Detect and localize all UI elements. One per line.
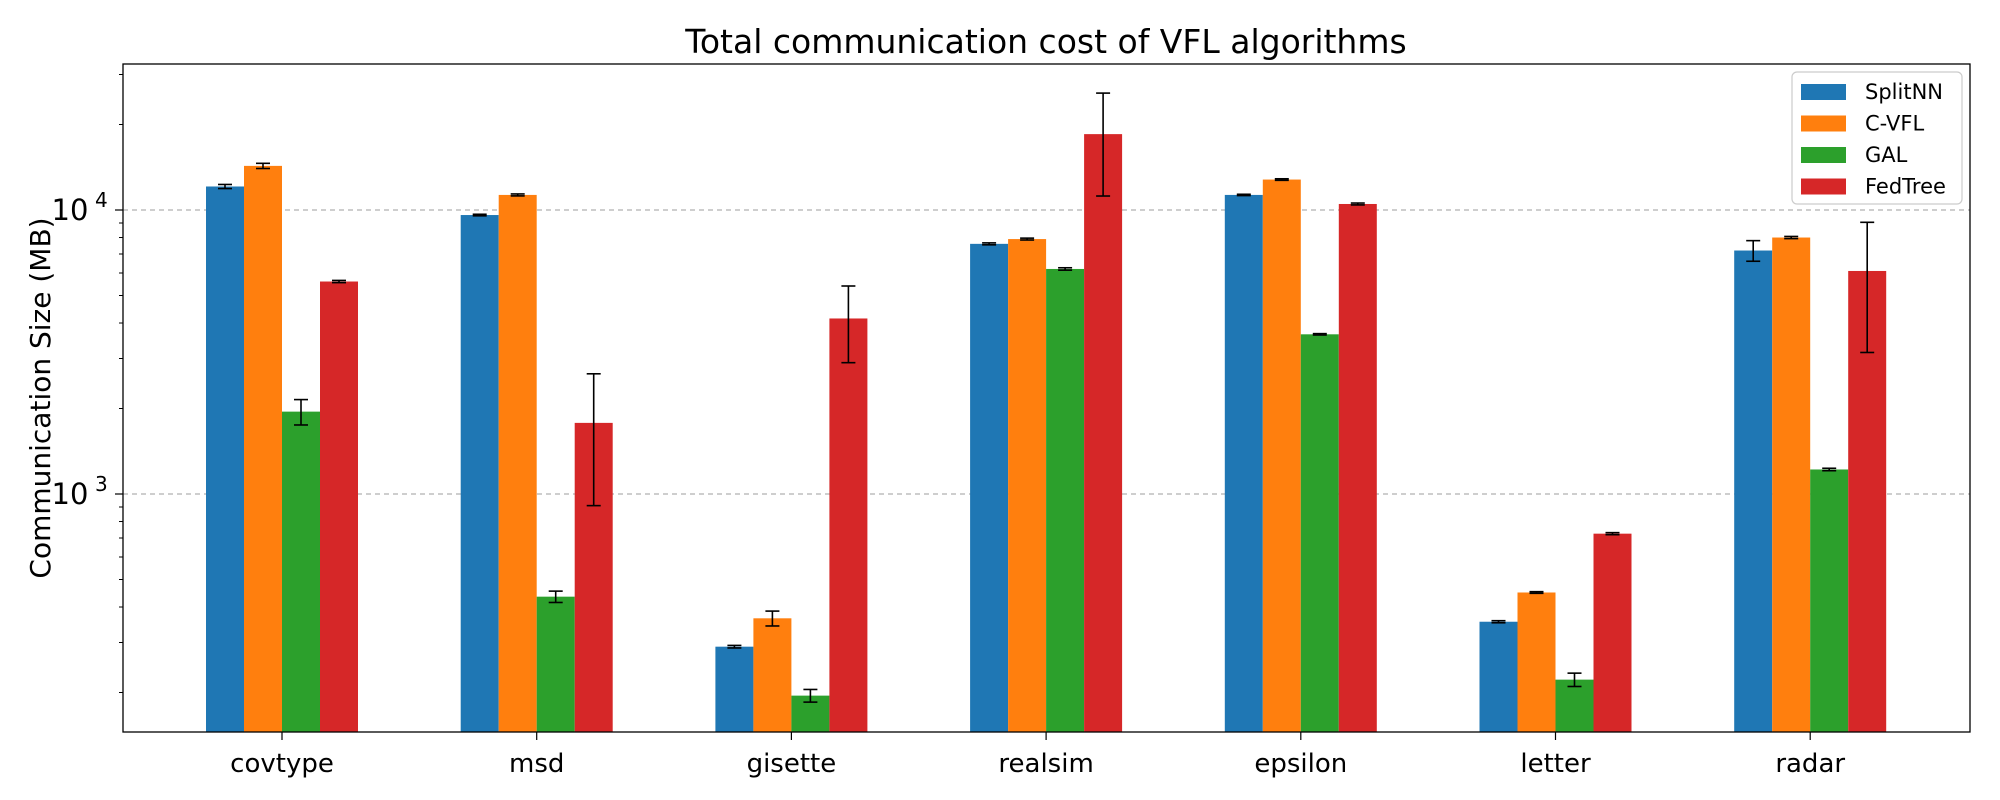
x-tick-label-covtype: covtype (230, 749, 334, 779)
y-tick-label: 10 (52, 193, 89, 227)
x-tick-label-letter: letter (1520, 749, 1591, 779)
legend-label-gal: GAL (1865, 143, 1908, 167)
x-tick-label-epsilon: epsilon (1254, 749, 1347, 779)
bar-gal-covtype (282, 412, 320, 732)
chart-title: Total communication cost of VFL algorith… (684, 22, 1406, 61)
bar-fedtree-realsim (1084, 134, 1122, 732)
bar-splitnn-radar (1734, 251, 1772, 732)
bar-c-vfl-gisette (753, 618, 791, 732)
bar-splitnn-letter (1480, 622, 1518, 732)
legend-swatch-fedtree (1801, 179, 1846, 195)
x-tick-label-msd: msd (509, 749, 564, 779)
bar-splitnn-realsim (970, 244, 1008, 732)
x-tick-label-radar: radar (1775, 749, 1845, 779)
bar-fedtree-gisette (829, 318, 867, 732)
bar-c-vfl-realsim (1008, 239, 1046, 732)
bar-c-vfl-msd (499, 195, 537, 732)
bar-gal-radar (1810, 469, 1848, 732)
legend-label-splitnn: SplitNN (1865, 80, 1943, 104)
legend-swatch-splitnn (1801, 84, 1846, 100)
bar-c-vfl-letter (1518, 592, 1556, 732)
legend-swatch-gal (1801, 147, 1846, 163)
y-axis-label: Communication Size (MB) (24, 217, 57, 578)
bar-gal-realsim (1046, 269, 1084, 732)
bar-gal-epsilon (1301, 334, 1339, 732)
y-tick-label: 10 (52, 477, 89, 511)
x-tick-label-gisette: gisette (747, 749, 837, 779)
bar-fedtree-epsilon (1339, 204, 1377, 732)
bar-fedtree-letter (1594, 534, 1632, 732)
bar-fedtree-covtype (320, 282, 358, 732)
legend-label-c-vfl: C-VFL (1865, 112, 1924, 136)
bar-c-vfl-radar (1772, 238, 1810, 732)
bar-gal-msd (537, 597, 575, 732)
bar-c-vfl-epsilon (1263, 180, 1301, 732)
bar-c-vfl-covtype (244, 166, 282, 732)
bar-splitnn-epsilon (1225, 195, 1263, 732)
bar-splitnn-msd (461, 215, 499, 732)
bar-gal-letter (1556, 680, 1594, 732)
legend-swatch-c-vfl (1801, 116, 1846, 132)
bar-splitnn-gisette (715, 647, 753, 732)
legend-label-fedtree: FedTree (1865, 175, 1946, 199)
bar-splitnn-covtype (206, 186, 244, 732)
y-tick-exponent: 4 (95, 188, 108, 212)
x-tick-label-realsim: realsim (998, 749, 1093, 779)
legend: SplitNN C-VFL GAL FedTree (1792, 72, 1962, 204)
y-tick-exponent: 3 (95, 472, 108, 496)
